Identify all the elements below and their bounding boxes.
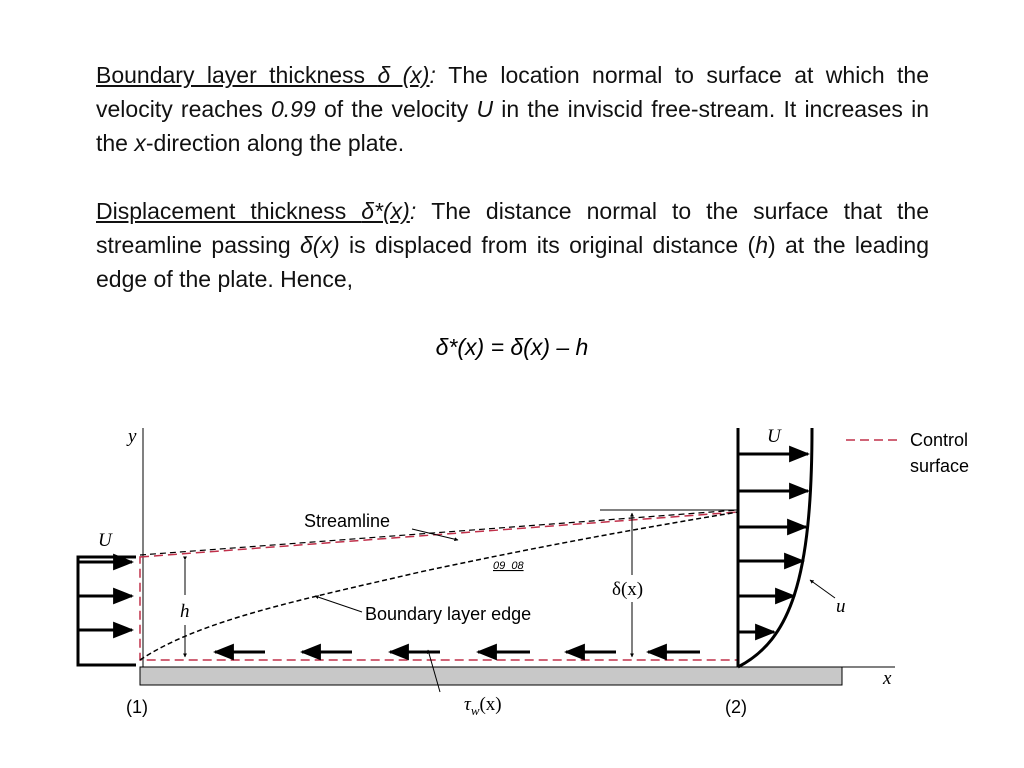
plate [139, 666, 843, 686]
figure-id: 09_08 [493, 560, 524, 572]
outlet-profile [736, 427, 814, 669]
text: The distance normal to the surface that … [96, 198, 929, 258]
shear-arg: (x) [479, 694, 501, 715]
text: x [134, 130, 146, 156]
text: δ(x) [300, 232, 340, 258]
delta-label: δ(x) [612, 579, 643, 600]
U-right: U [767, 426, 782, 447]
dimensions [183, 509, 836, 693]
colon: : [409, 198, 417, 224]
shear-sub: w [471, 703, 480, 718]
shear-label: τw(x) [464, 694, 502, 718]
text: 0.99 [270, 96, 316, 122]
term: Displacement thickness [96, 198, 362, 224]
paragraph: Boundary layer thickness δ (x): The loca… [96, 58, 929, 160]
shear-symbol: τ [464, 694, 472, 715]
text: ) at the leading edge of the plate. Henc… [96, 232, 929, 292]
text: h [755, 232, 769, 258]
term: Boundary layer thickness [96, 62, 378, 88]
text: -direction along the plate. [145, 130, 405, 156]
streamline [139, 509, 739, 556]
U-left: U [98, 530, 113, 551]
text: of the velocity [315, 96, 477, 122]
text: The location normal to surface at which … [96, 62, 929, 122]
legend-label: Control [910, 430, 968, 450]
legend-label: surface [910, 456, 969, 476]
text: U [476, 96, 494, 122]
text: in the inviscid free-stream. It increase… [96, 96, 929, 156]
h-label: h [180, 601, 190, 622]
paragraph: Displacement thickness δ*(x): The distan… [96, 194, 929, 296]
inlet-profile [76, 553, 136, 667]
term-symbol: δ*(x) [361, 198, 410, 224]
colon: : [429, 62, 436, 88]
streamline-label: Streamline [304, 511, 390, 531]
station-label: (2) [725, 697, 747, 717]
boundary-layer-edge [139, 511, 739, 661]
u-label: u [836, 596, 846, 617]
text: is displaced from its original distance … [339, 232, 756, 258]
y-label: y [126, 426, 137, 447]
term-symbol: δ (x) [377, 62, 430, 88]
x-label: x [882, 668, 892, 689]
ble-label: Boundary layer edge [365, 604, 531, 624]
station-label: (1) [126, 697, 148, 717]
control-surface [139, 511, 739, 661]
equation: δ*(x) = δ(x) – h [435, 334, 589, 360]
